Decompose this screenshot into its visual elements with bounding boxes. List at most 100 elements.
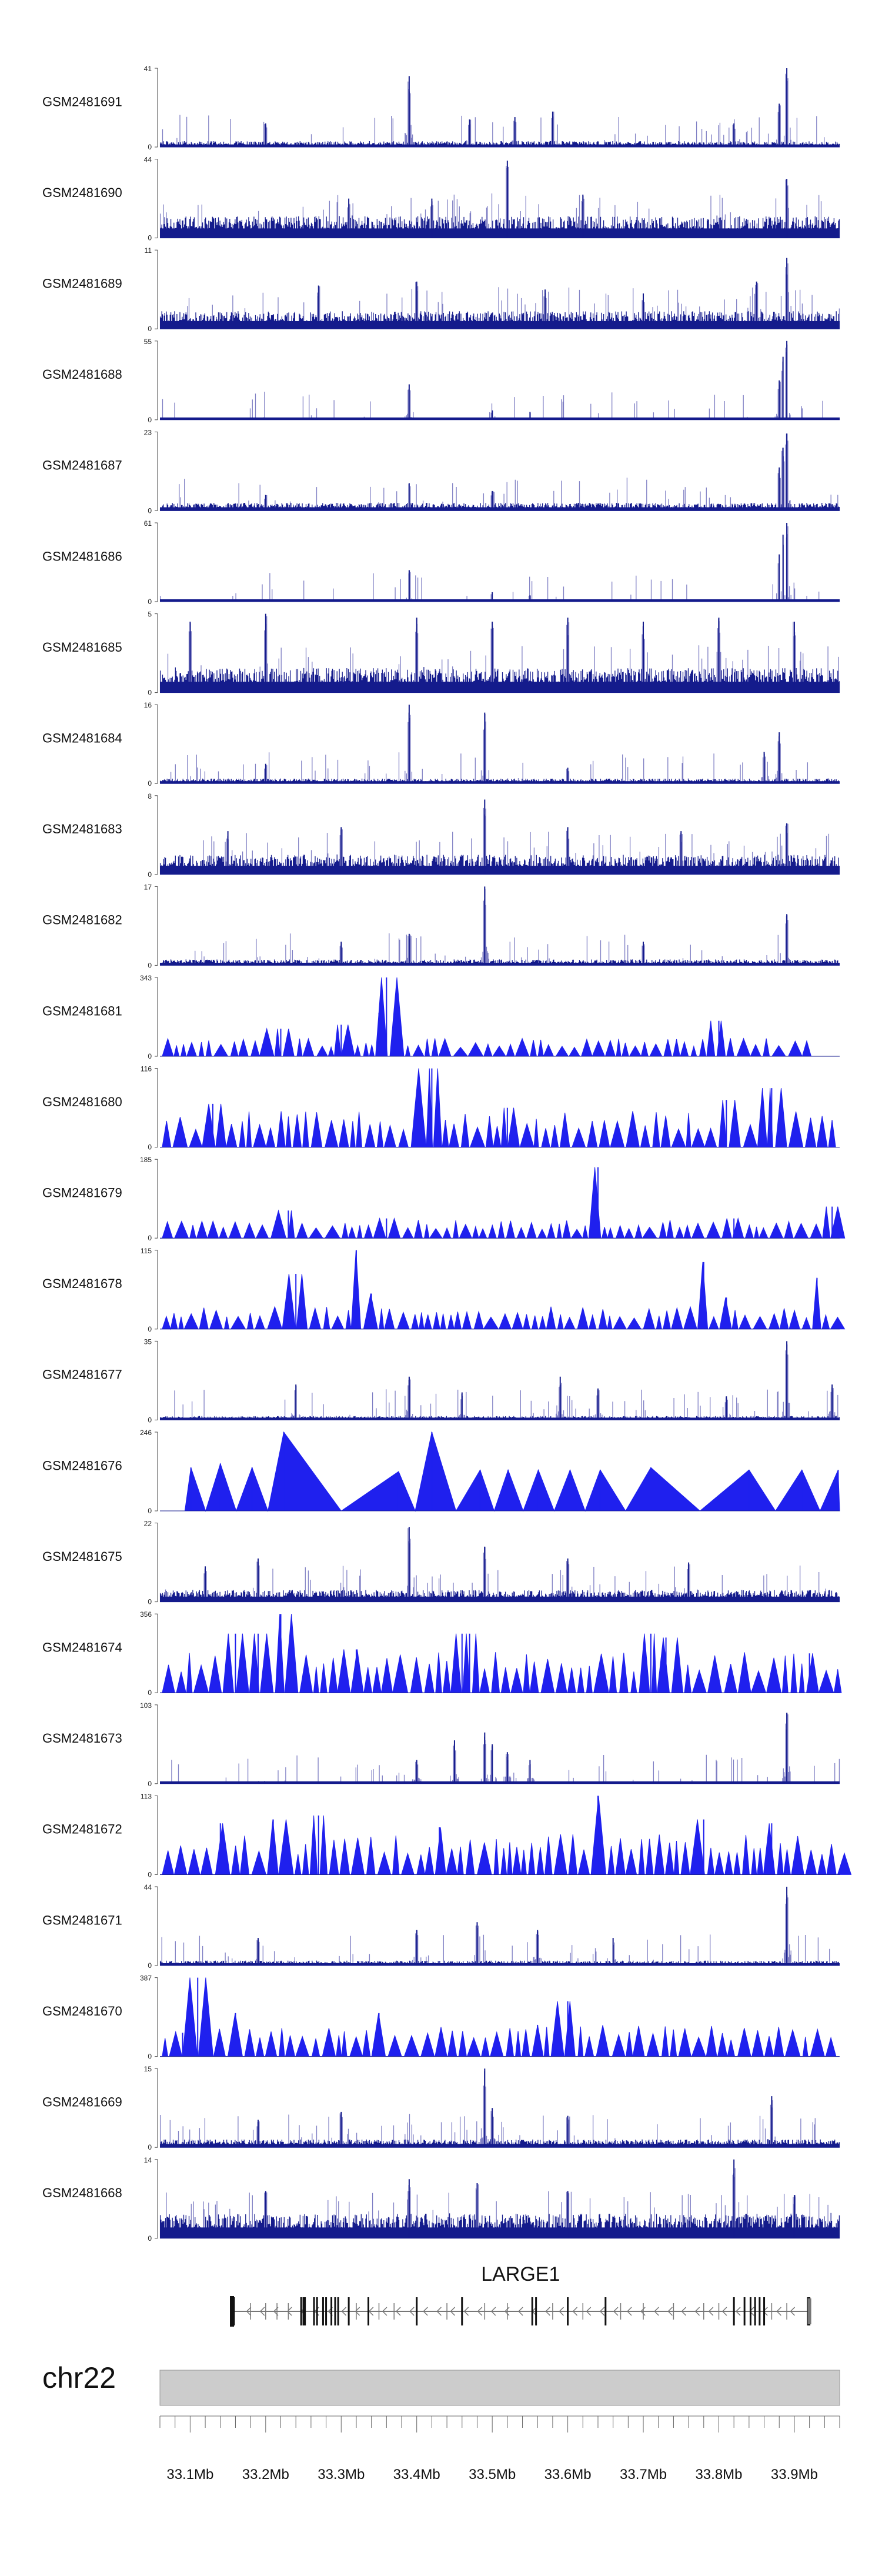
gene-exon <box>304 2297 306 2325</box>
y-max-label: 41 <box>144 65 152 73</box>
y-min-label: 0 <box>148 870 152 879</box>
track-GSM2481670: GSM2481670 387 0 <box>42 1974 840 2061</box>
track-label: GSM2481689 <box>42 276 122 291</box>
track-label: GSM2481685 <box>42 640 122 655</box>
strand-arrow <box>504 2307 510 2316</box>
strand-arrow <box>409 2307 415 2316</box>
strand-arrow <box>667 2307 673 2316</box>
strand-arrow <box>776 2307 781 2316</box>
y-min-label: 0 <box>148 1143 152 1152</box>
gene-exon <box>416 2297 418 2325</box>
coverage-spikes <box>171 1713 840 1784</box>
coverage-band <box>160 781 840 784</box>
coverage-spikes <box>174 1344 838 1420</box>
gene-exon <box>754 2297 756 2325</box>
gene-exon-end <box>230 2296 235 2327</box>
y-min-label: 0 <box>148 1416 152 1424</box>
track-GSM2481685: GSM2481685 5 0 <box>42 610 840 697</box>
strand-arrow <box>477 2307 483 2316</box>
strand-arrow <box>490 2307 496 2316</box>
gene-exon <box>348 2297 350 2325</box>
coverage-band <box>160 962 840 966</box>
gene-exon <box>461 2297 463 2325</box>
strand-arrow <box>694 2307 700 2316</box>
y-min-label: 0 <box>148 325 152 333</box>
strand-arrow <box>463 2307 469 2316</box>
x-axis-tick-label: 33.5Mb <box>469 2467 516 2482</box>
track-GSM2481690: GSM2481690 44 0 <box>42 156 840 242</box>
strand-arrow <box>436 2307 442 2316</box>
strand-arrow <box>246 2307 252 2316</box>
y-max-label: 246 <box>140 1429 152 1437</box>
y-min-label: 0 <box>148 234 152 242</box>
strand-arrow <box>613 2307 619 2316</box>
strand-arrow <box>721 2307 727 2316</box>
y-max-label: 16 <box>144 701 152 709</box>
gene-exon <box>759 2297 761 2325</box>
coverage-spikes <box>159 2071 816 2148</box>
track-label: GSM2481687 <box>42 458 122 473</box>
gene-exon <box>531 2297 533 2325</box>
coverage-band <box>160 417 840 420</box>
strand-arrow <box>259 2307 265 2316</box>
coverage-band <box>160 1417 840 1420</box>
track-label: GSM2481675 <box>42 1549 122 1564</box>
track-label: GSM2481684 <box>42 731 122 746</box>
x-axis-tick-label: 33.7Mb <box>620 2467 667 2482</box>
coverage-band <box>160 599 840 602</box>
y-max-label: 387 <box>140 1974 152 1983</box>
strand-arrow <box>681 2307 687 2316</box>
gene-exon-start <box>807 2298 811 2324</box>
y-max-label: 185 <box>140 1156 152 1164</box>
track-GSM2481679: GSM2481679 185 0 <box>42 1156 846 1242</box>
y-min-label: 0 <box>148 1689 152 1697</box>
gene-exon <box>743 2297 746 2325</box>
track-GSM2481691: GSM2481691 41 0 <box>42 65 840 151</box>
coverage-spikes <box>195 889 790 966</box>
strand-arrow <box>790 2307 796 2316</box>
track-label: GSM2481680 <box>42 1095 122 1109</box>
y-min-label: 0 <box>148 1870 152 1878</box>
track-label: GSM2481679 <box>42 1186 122 1200</box>
track-label: GSM2481683 <box>42 822 122 836</box>
strand-arrow <box>450 2307 456 2316</box>
gene-exon <box>334 2297 336 2325</box>
strand-arrow <box>559 2307 564 2316</box>
track-GSM2481688: GSM2481688 55 0 <box>42 338 840 424</box>
coverage-spikes <box>162 74 825 147</box>
coverage-area <box>160 1250 846 1330</box>
coverage-spikes <box>159 526 820 602</box>
y-max-label: 55 <box>144 338 152 346</box>
x-axis-tick-label: 33.1Mb <box>166 2467 213 2482</box>
y-max-label: 116 <box>141 1065 152 1073</box>
coverage-spikes <box>162 344 823 420</box>
coverage-area <box>160 977 813 1057</box>
y-min-label: 0 <box>148 1234 152 1242</box>
y-max-label: 15 <box>144 2065 152 2073</box>
track-GSM2481668: GSM2481668 14 0 <box>42 2156 840 2243</box>
track-label: GSM2481669 <box>42 2095 122 2110</box>
gene-exon <box>535 2297 537 2325</box>
track-GSM2481689: GSM2481689 11 0 <box>42 246 840 333</box>
gene-exon <box>368 2297 370 2325</box>
gene-exon <box>302 2297 305 2325</box>
y-min-label: 0 <box>148 1325 152 1333</box>
strand-arrow <box>708 2307 714 2316</box>
track-label: GSM2481673 <box>42 1731 122 1746</box>
track-label: GSM2481691 <box>42 94 122 109</box>
track-label: GSM2481674 <box>42 1640 122 1655</box>
strand-arrow <box>627 2307 632 2316</box>
gene-model: LARGE1 <box>230 2263 811 2327</box>
y-max-label: 5 <box>148 610 152 619</box>
coverage-area <box>160 1614 842 1693</box>
coverage-band <box>160 144 840 147</box>
y-min-label: 0 <box>148 598 152 606</box>
y-min-label: 0 <box>148 1052 152 1060</box>
coverage-area <box>160 1167 846 1239</box>
coverage-band <box>160 1963 840 1966</box>
track-label: GSM2481672 <box>42 1822 122 1837</box>
y-min-label: 0 <box>148 506 152 515</box>
track-GSM2481669: GSM2481669 15 0 <box>42 2065 840 2151</box>
track-label: GSM2481677 <box>42 1367 122 1382</box>
strand-arrow <box>395 2307 401 2316</box>
